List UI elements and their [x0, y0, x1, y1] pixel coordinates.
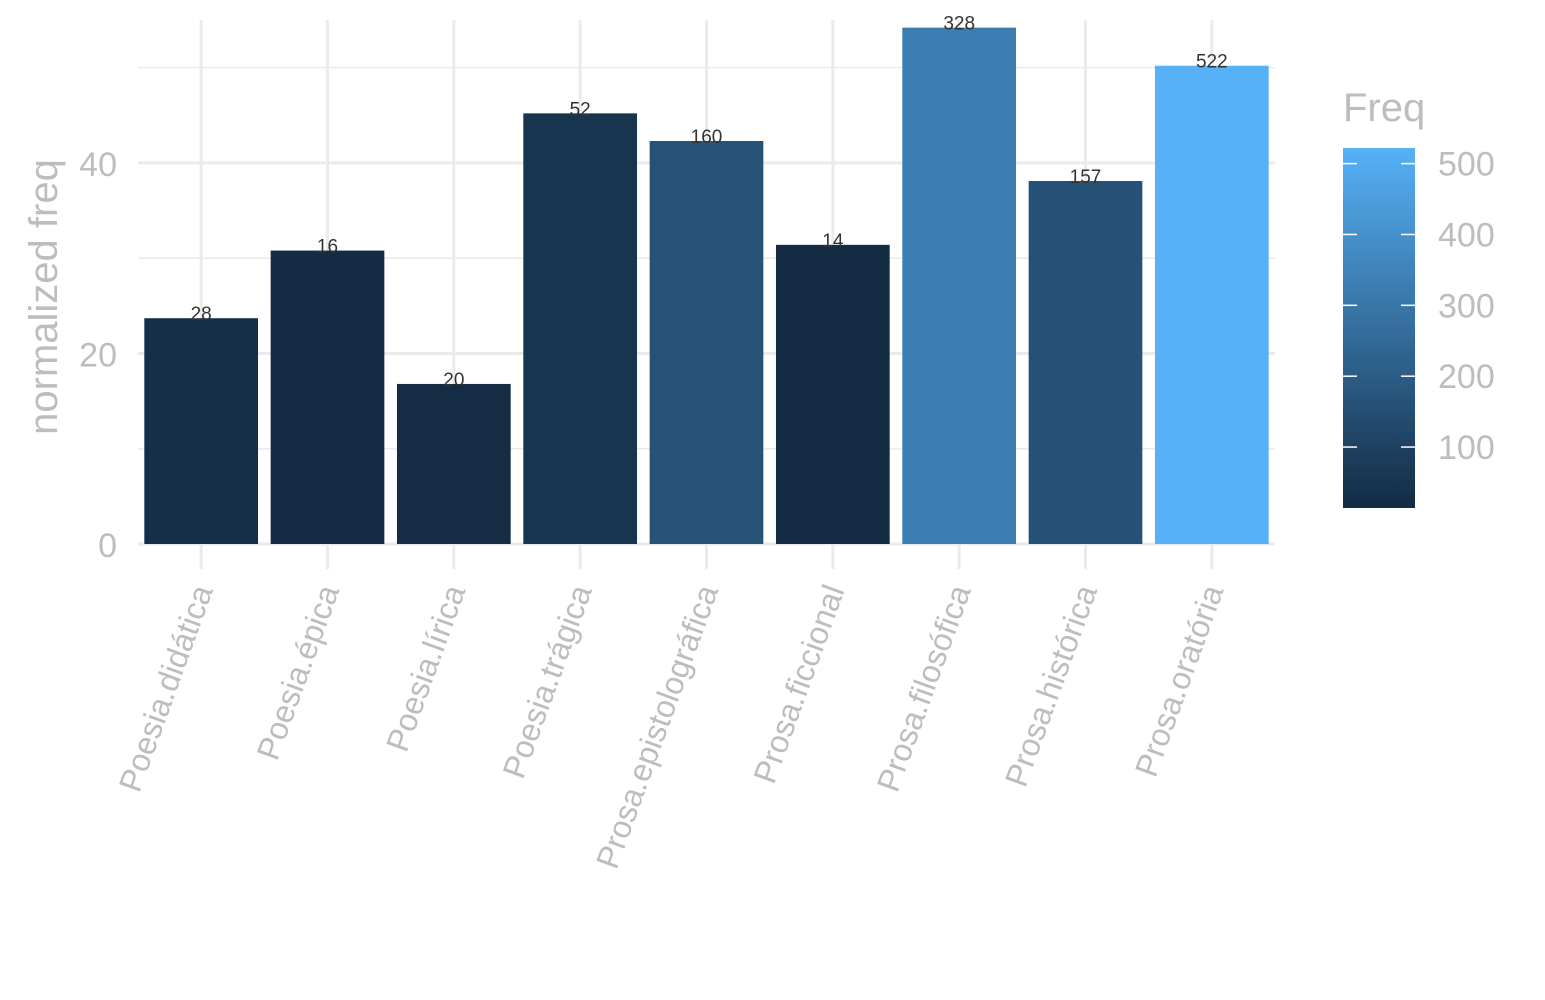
- x-tick-label: Prosa.oratória: [1128, 580, 1231, 781]
- bar-value-label: 20: [443, 370, 464, 391]
- x-tick-label: Prosa.epistolográfica: [589, 580, 725, 873]
- bar: [396, 383, 511, 544]
- legend-tick-label: 100: [1438, 429, 1495, 467]
- x-axis: Poesia.didática Poesia.épica Poesia.lírica…: [112, 580, 1231, 873]
- legend-tick-label: 500: [1438, 146, 1495, 184]
- y-tick-label: 0: [98, 527, 117, 565]
- y-axis-title: normalized freq: [22, 159, 66, 435]
- bar-value-label: 52: [570, 99, 591, 120]
- legend-tick-label: 200: [1438, 358, 1495, 396]
- bar-value-label: 16: [317, 237, 338, 258]
- legend-tick-label: 300: [1438, 287, 1495, 325]
- bar-value-label: 157: [1070, 167, 1102, 188]
- bar-labels: 28 16 20 52 160 14 328 157 522: [191, 14, 1228, 391]
- bar: [1154, 65, 1269, 545]
- legend-colorbar: [1343, 148, 1415, 508]
- y-axis: 0 20 40: [79, 146, 117, 565]
- bar: [144, 318, 259, 544]
- bar-value-label: 328: [943, 14, 975, 35]
- bar: [775, 244, 890, 545]
- x-tick-label: Poesia.trágica: [496, 580, 599, 783]
- x-tick-label: Poesia.épica: [250, 580, 347, 765]
- bar: [270, 250, 385, 544]
- x-tick-label: Poesia.didática: [112, 580, 220, 796]
- x-tick-label: Prosa.ficcional: [746, 580, 851, 788]
- bar: [1028, 181, 1143, 544]
- y-tick-label: 20: [79, 336, 117, 374]
- legend-title: Freq: [1343, 86, 1425, 130]
- bar: [523, 113, 638, 544]
- legend: Freq 100 200 300 400 500: [1343, 86, 1495, 508]
- bar: [902, 27, 1017, 544]
- y-tick-label: 40: [79, 146, 117, 184]
- bars: [144, 27, 1269, 545]
- bar-value-label: 14: [822, 231, 844, 252]
- x-tick-label: Prosa.filosófica: [870, 580, 978, 796]
- legend-tick-label: 400: [1438, 216, 1495, 254]
- legend-ticks: 100 200 300 400 500: [1343, 146, 1495, 467]
- x-tick-label: Poesia.lírica: [379, 580, 473, 756]
- bar: [649, 140, 764, 544]
- bar-value-label: 160: [691, 127, 723, 148]
- bar-value-label: 522: [1196, 52, 1228, 73]
- bar-value-label: 28: [191, 304, 212, 325]
- x-tick-label: Prosa.histórica: [998, 580, 1104, 791]
